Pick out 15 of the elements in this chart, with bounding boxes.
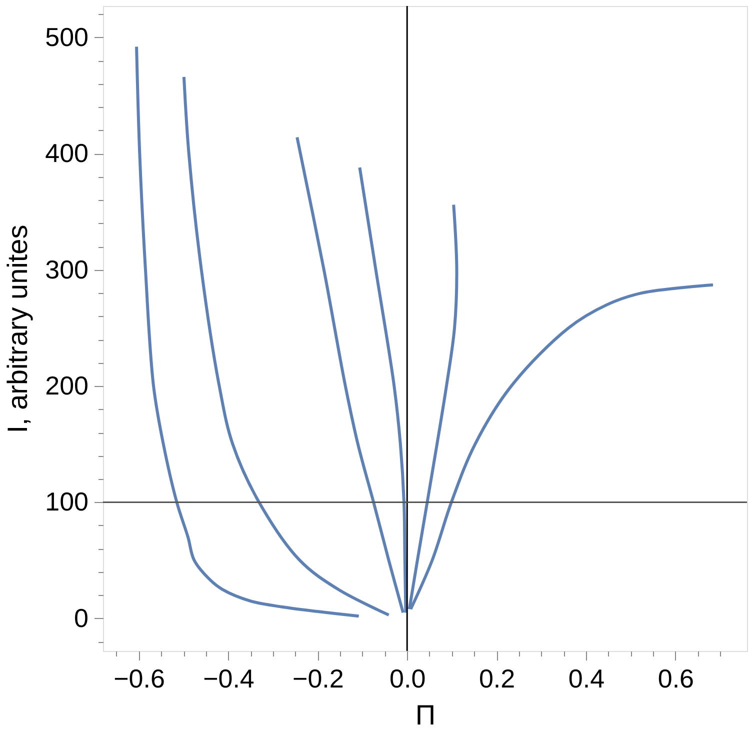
y-axis-title: I, arbitrary unites: [2, 224, 34, 434]
y-tick-label: 0: [74, 602, 88, 633]
x-tick-label: −0.6: [114, 664, 165, 694]
y-tick-label: 100: [45, 486, 88, 517]
x-tick-label: 0.4: [568, 664, 605, 694]
x-tick-label: 0.0: [390, 664, 426, 694]
y-tick-label: 400: [45, 138, 88, 168]
x-tick-label: −0.2: [292, 664, 344, 694]
x-tick-label: 0.2: [478, 664, 516, 694]
x-tick-label: 0.6: [658, 664, 694, 694]
x-tick-label: −0.4: [203, 664, 254, 694]
y-tick-label: 300: [45, 254, 88, 284]
y-tick-label: 500: [45, 22, 88, 52]
x-axis-title: Π: [415, 700, 436, 730]
y-tick-label: 200: [45, 370, 88, 401]
